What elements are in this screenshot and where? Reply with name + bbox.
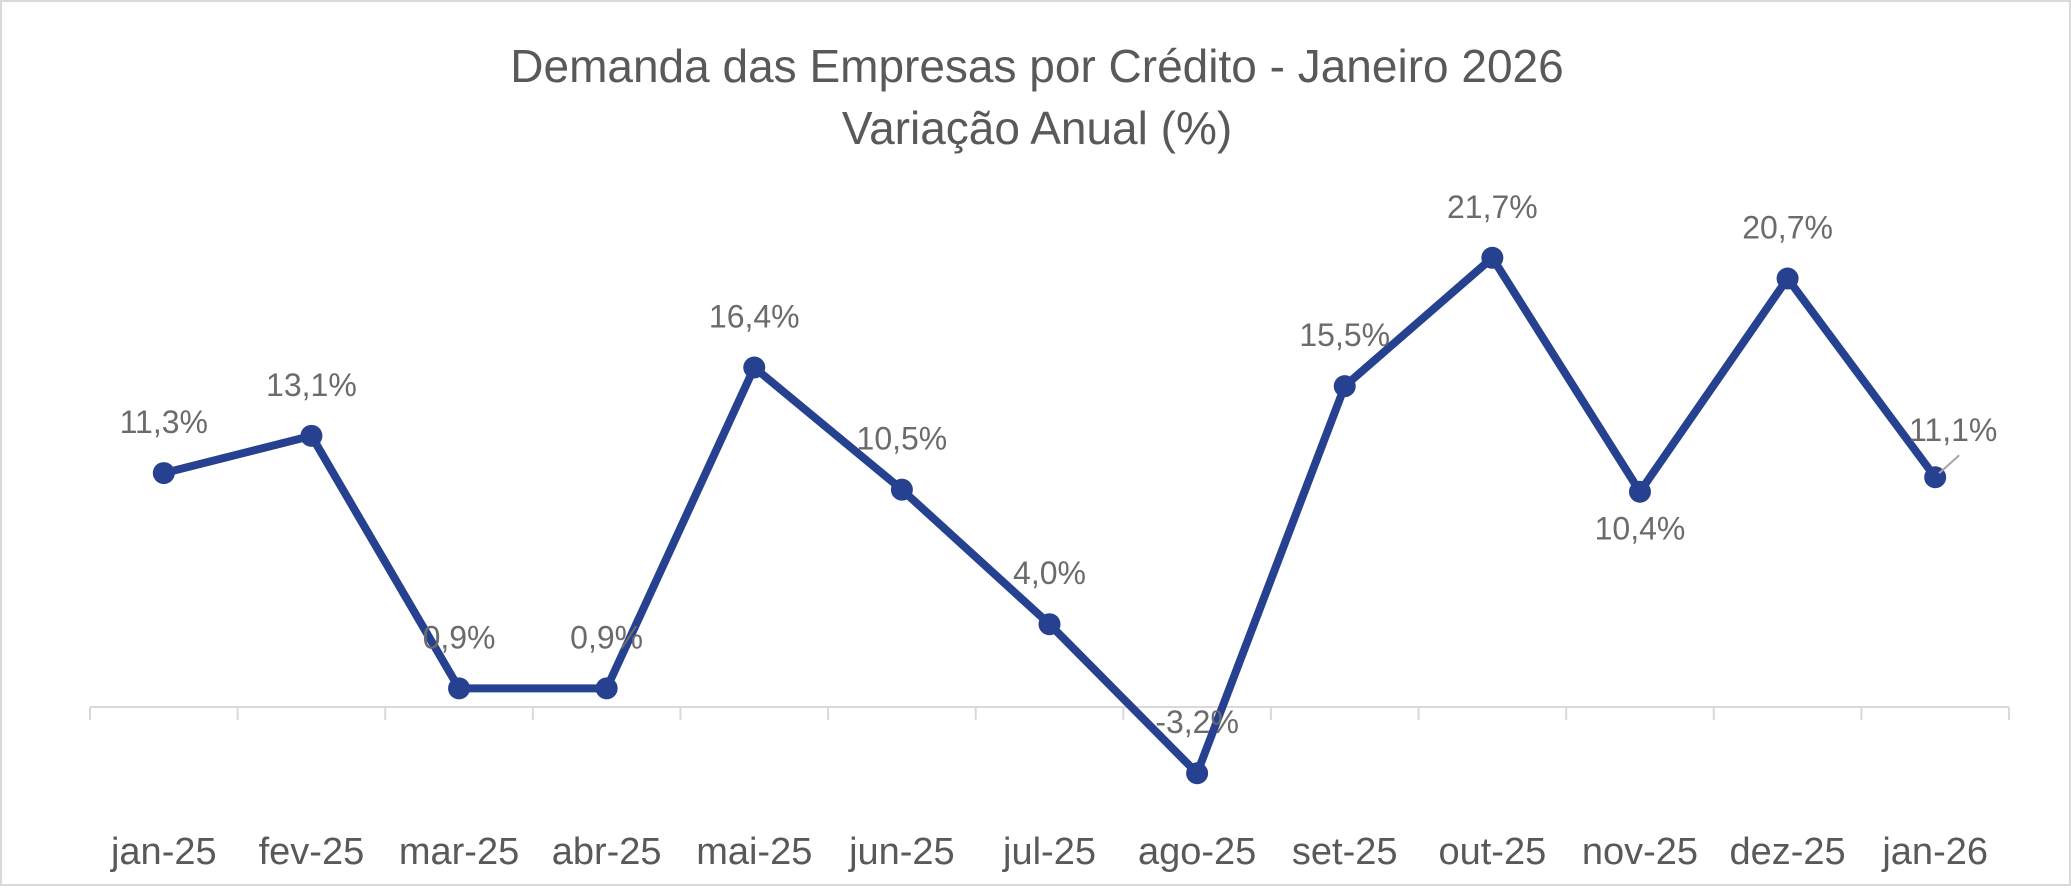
data-label-mar-25: 0,9% bbox=[423, 619, 496, 655]
x-tick-label-out-25: out-25 bbox=[1438, 831, 1546, 873]
data-label-set-25: 15,5% bbox=[1299, 317, 1390, 353]
data-point-mar-25 bbox=[448, 677, 471, 700]
x-tick-label-jul-25: jul-25 bbox=[1002, 831, 1096, 873]
x-tick-label-dez-25: dez-25 bbox=[1729, 831, 1845, 873]
data-label-jan-25: 11,3% bbox=[120, 404, 208, 440]
data-label-abr-25: 0,9% bbox=[570, 619, 643, 655]
data-point-dez-25 bbox=[1776, 267, 1799, 290]
x-tick-label-nov-25: nov-25 bbox=[1582, 831, 1698, 873]
chart-title-line-1: Demanda das Empresas por Crédito - Janei… bbox=[510, 40, 1563, 92]
data-point-abr-25 bbox=[595, 677, 618, 700]
data-label-mai-25: 16,4% bbox=[709, 299, 800, 335]
chart-title-line-2: Variação Anual (%) bbox=[842, 102, 1232, 154]
data-label-nov-25: 10,4% bbox=[1595, 511, 1686, 547]
data-label-out-25: 21,7% bbox=[1447, 189, 1538, 225]
data-label-dez-25: 20,7% bbox=[1742, 210, 1833, 246]
data-point-jul-25 bbox=[1038, 613, 1061, 636]
data-point-nov-25 bbox=[1628, 480, 1651, 503]
x-tick-label-mar-25: mar-25 bbox=[399, 831, 519, 873]
data-point-jun-25 bbox=[890, 478, 913, 501]
data-label-leader-line bbox=[1938, 454, 1960, 474]
x-tick-label-abr-25: abr-25 bbox=[552, 831, 662, 873]
data-label-jul-25: 4,0% bbox=[1013, 555, 1086, 591]
data-point-ago-25 bbox=[1186, 762, 1209, 785]
x-tick-label-mai-25: mai-25 bbox=[696, 831, 812, 873]
x-tick-label-jan-25: jan-25 bbox=[110, 831, 217, 873]
data-label-fev-25: 13,1% bbox=[266, 367, 357, 403]
data-label-jan-26: 11,1% bbox=[1909, 412, 1997, 448]
data-point-out-25 bbox=[1481, 246, 1504, 269]
x-tick-label-ago-25: ago-25 bbox=[1138, 831, 1256, 873]
x-tick-label-jun-25: jun-25 bbox=[848, 831, 955, 873]
data-label-ago-25: -3,2% bbox=[1155, 704, 1239, 740]
data-point-fev-25 bbox=[300, 424, 323, 447]
data-point-set-25 bbox=[1333, 375, 1356, 398]
data-point-jan-25 bbox=[152, 462, 175, 485]
x-tick-label-set-25: set-25 bbox=[1292, 831, 1398, 873]
x-tick-label-jan-26: jan-26 bbox=[1881, 831, 1988, 873]
data-point-mai-25 bbox=[743, 356, 766, 379]
x-tick-label-fev-25: fev-25 bbox=[259, 831, 365, 873]
data-label-jun-25: 10,5% bbox=[857, 421, 948, 457]
